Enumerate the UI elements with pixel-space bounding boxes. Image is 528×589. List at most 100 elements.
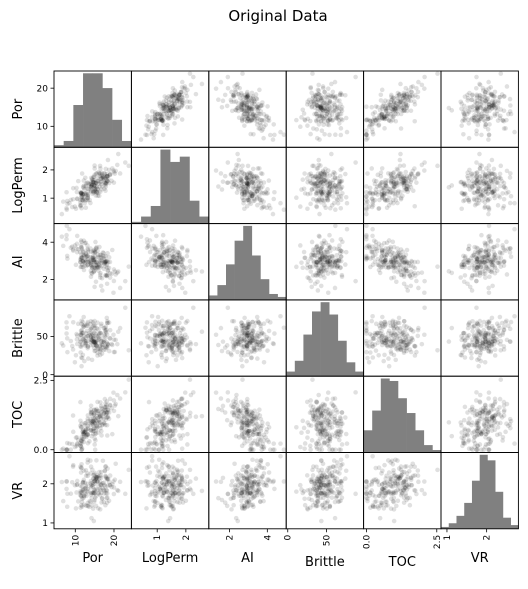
scatter-point	[245, 94, 250, 99]
scatter-point	[373, 121, 379, 126]
scatter-point	[393, 111, 398, 117]
scatter-point	[475, 105, 480, 111]
scatter-point	[326, 100, 332, 106]
scatter-point	[385, 99, 391, 104]
scatter-point	[481, 94, 487, 100]
scatter-point	[245, 403, 251, 408]
scatter-point	[255, 119, 260, 124]
scatter-point	[338, 126, 344, 131]
scatter-point	[300, 265, 306, 271]
scatter-point	[462, 113, 467, 118]
scatter-point	[489, 259, 495, 265]
scatter-point	[390, 109, 396, 115]
scatter-point	[390, 114, 396, 120]
scatter-point	[231, 94, 236, 99]
scatter-point	[322, 98, 328, 103]
scatter-point	[314, 118, 319, 124]
scatter-point	[244, 343, 250, 349]
scatter-point	[301, 186, 307, 192]
scatter-point	[339, 410, 345, 415]
scatter-point	[255, 104, 261, 110]
scatter-point	[233, 327, 239, 333]
scatter-point	[310, 163, 315, 169]
scatter-point	[407, 93, 413, 98]
scatter-point	[242, 117, 247, 122]
scatter-point	[173, 357, 179, 363]
scatter-point	[175, 95, 180, 101]
cell-AI-vs-Por	[53, 223, 132, 301]
scatter-point	[493, 105, 499, 110]
scatter-point	[179, 355, 185, 361]
scatter-point	[153, 247, 159, 252]
scatter-point	[266, 118, 272, 123]
scatter-point	[92, 166, 97, 171]
scatter-point	[64, 325, 70, 331]
scatter-point	[325, 118, 331, 124]
scatter-point	[250, 166, 256, 172]
scatter-point	[111, 337, 117, 342]
histogram-bar	[260, 279, 270, 300]
scatter-point	[170, 90, 175, 96]
scatter-point	[474, 74, 479, 80]
scatter-point	[235, 105, 241, 111]
scatter-point	[382, 324, 387, 329]
histogram-bar	[150, 205, 161, 224]
scatter-point	[138, 447, 144, 453]
scatter-point	[78, 425, 84, 430]
scatter-point	[470, 328, 475, 334]
scatter-point	[157, 111, 163, 117]
scatter-point	[239, 101, 245, 106]
scatter-point	[317, 211, 322, 217]
scatter-point	[318, 163, 323, 168]
scatter-point	[324, 115, 330, 121]
scatter-point	[157, 113, 163, 118]
scatter-point	[482, 107, 488, 113]
scatter-point	[467, 284, 473, 290]
scatter-point	[314, 135, 320, 141]
scatter-point	[382, 116, 387, 122]
scatter-point	[324, 179, 330, 185]
histogram-bar	[208, 295, 218, 300]
scatter-point	[335, 105, 341, 111]
scatter-point	[258, 121, 263, 126]
scatter-point	[143, 132, 148, 137]
scatter-point	[180, 95, 185, 101]
scatter-point	[318, 95, 324, 101]
scatter-point	[402, 108, 407, 114]
scatter-point	[386, 105, 391, 111]
scatter-point	[64, 253, 70, 259]
scatter-point	[333, 223, 338, 229]
scatter-point	[155, 111, 160, 117]
scatter-point	[364, 234, 369, 239]
cell-Por-vs-LogPerm	[130, 70, 210, 148]
scatter-point	[179, 315, 184, 321]
scatter-point	[464, 259, 470, 265]
scatter-point	[302, 171, 307, 176]
cell-AI-vs-TOC	[363, 223, 442, 301]
scatter-point	[319, 105, 324, 111]
scatter-point	[327, 116, 333, 121]
scatter-point	[318, 118, 324, 124]
scatter-point	[240, 112, 246, 118]
scatter-point	[474, 278, 479, 284]
scatter-point	[449, 433, 455, 439]
scatter-point	[353, 278, 358, 284]
scatter-point	[253, 92, 259, 97]
scatter-point	[225, 85, 231, 91]
scatter-point	[90, 331, 95, 337]
scatter-point	[78, 350, 83, 355]
scatter-point	[384, 240, 390, 246]
scatter-point	[175, 98, 180, 104]
scatter-point	[64, 207, 70, 213]
scatter-point	[381, 191, 387, 196]
scatter-point	[476, 111, 482, 116]
scatter-point	[185, 249, 190, 254]
scatter-point	[492, 102, 498, 107]
scatter-point	[333, 207, 338, 213]
scatter-point	[446, 105, 452, 111]
scatter-point	[258, 111, 263, 117]
scatter-point	[369, 318, 375, 324]
scatter-point	[251, 97, 257, 102]
scatter-point	[225, 305, 231, 311]
scatter-point	[331, 109, 337, 114]
